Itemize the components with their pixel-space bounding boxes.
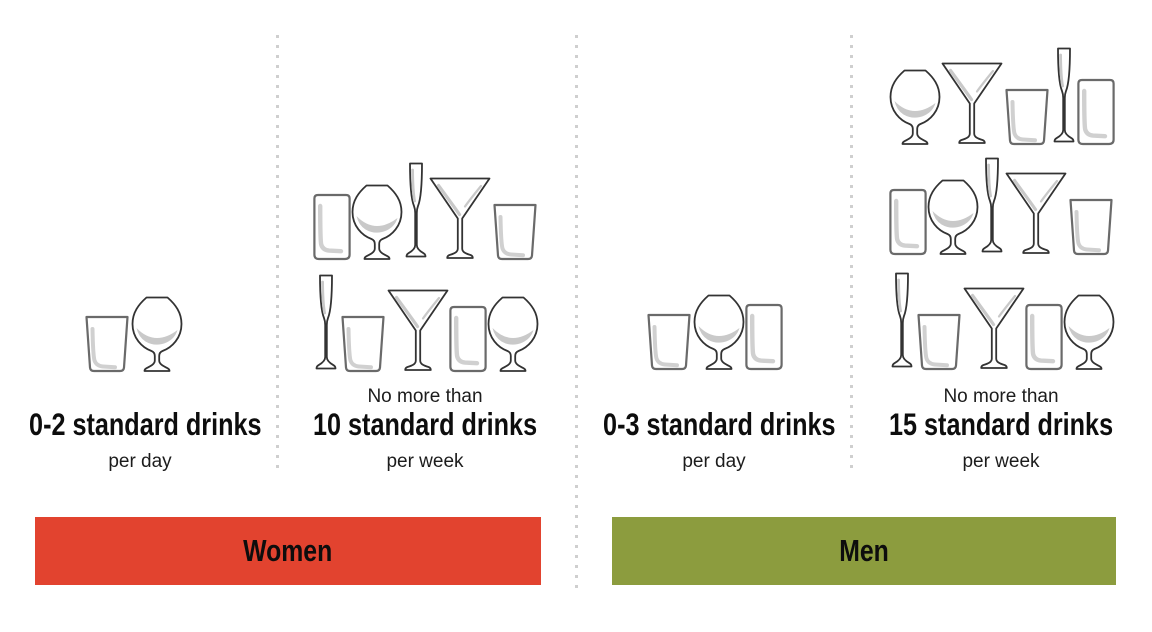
snifter-glass-icon (486, 295, 540, 373)
rocks-glass-icon (82, 315, 132, 373)
flute-glass-icon (1050, 46, 1078, 146)
rocks-glass-icon (1002, 88, 1052, 146)
men-weekly-headline-text: 15 standard drinks (889, 406, 1114, 442)
men-weekly-headline: 15 standard drinks (861, 407, 1141, 448)
snifter-glass-icon (1062, 293, 1116, 371)
men-daily-headline-text: 0-3 standard drinks (603, 406, 836, 442)
martini-glass-icon (940, 60, 1004, 146)
women-weekly-glasses-row-2 (301, 271, 551, 373)
women-weekly-headline: 10 standard drinks (285, 407, 565, 448)
dotted-divider-women-inner (276, 35, 279, 472)
women-weekly-headline-text: 10 standard drinks (313, 406, 538, 442)
women-weekly-glasses-row-1 (301, 159, 551, 261)
martini-glass-icon (1004, 170, 1068, 256)
highball-glass-icon (1076, 78, 1116, 146)
highball-glass-icon (744, 303, 784, 371)
flute-glass-icon (312, 273, 340, 373)
highball-glass-icon (1024, 303, 1064, 371)
women-weekly-subline: per week (386, 451, 464, 472)
rocks-glass-icon (338, 315, 388, 373)
women-weekly-label-block: No more than 10 standard drinks per week (285, 386, 565, 472)
rocks-glass-icon (490, 203, 540, 261)
men-weekly-label-block: No more than 15 standard drinks per week (861, 386, 1141, 472)
snifter-glass-icon (692, 293, 746, 371)
highball-glass-icon (448, 305, 488, 373)
snifter-glass-icon (888, 68, 942, 146)
rocks-glass-icon (1066, 198, 1116, 256)
men-weekly-glasses-row-1 (877, 44, 1127, 146)
women-daily-label-block: 0-2 standard drinks per day (0, 407, 280, 473)
flute-glass-icon (888, 271, 916, 371)
men-category-bar: Men (612, 517, 1116, 585)
snifter-glass-icon (926, 178, 980, 256)
men-weekly-subline: per week (962, 451, 1040, 472)
snifter-glass-icon (130, 295, 184, 373)
men-weekly-preline: No more than (943, 386, 1059, 407)
flute-glass-icon (402, 161, 430, 261)
women-daily-subline: per day (108, 451, 172, 472)
snifter-glass-icon (350, 183, 404, 261)
dotted-divider-center (575, 35, 578, 595)
men-bar-label: Men (839, 533, 889, 568)
rocks-glass-icon (914, 313, 964, 371)
highball-glass-icon (312, 193, 352, 261)
women-weekly-preline: No more than (367, 386, 483, 407)
men-weekly-glasses-row-2 (877, 154, 1127, 256)
women-daily-headline: 0-2 standard drinks (0, 407, 280, 448)
men-daily-glasses-row (611, 292, 817, 371)
flute-glass-icon (978, 156, 1006, 256)
martini-glass-icon (386, 287, 450, 373)
men-weekly-glasses-row-3 (877, 269, 1127, 371)
women-category-bar: Women (35, 517, 541, 585)
men-daily-label-block: 0-3 standard drinks per day (574, 407, 854, 473)
women-daily-headline-text: 0-2 standard drinks (29, 406, 262, 442)
martini-glass-icon (428, 175, 492, 261)
women-daily-glasses-row (30, 294, 236, 373)
rocks-glass-icon (644, 313, 694, 371)
men-daily-headline: 0-3 standard drinks (574, 407, 854, 448)
men-daily-subline: per day (682, 451, 746, 472)
dotted-divider-men-inner (850, 35, 853, 472)
highball-glass-icon (888, 188, 928, 256)
women-bar-label: Women (243, 533, 333, 568)
martini-glass-icon (962, 285, 1026, 371)
